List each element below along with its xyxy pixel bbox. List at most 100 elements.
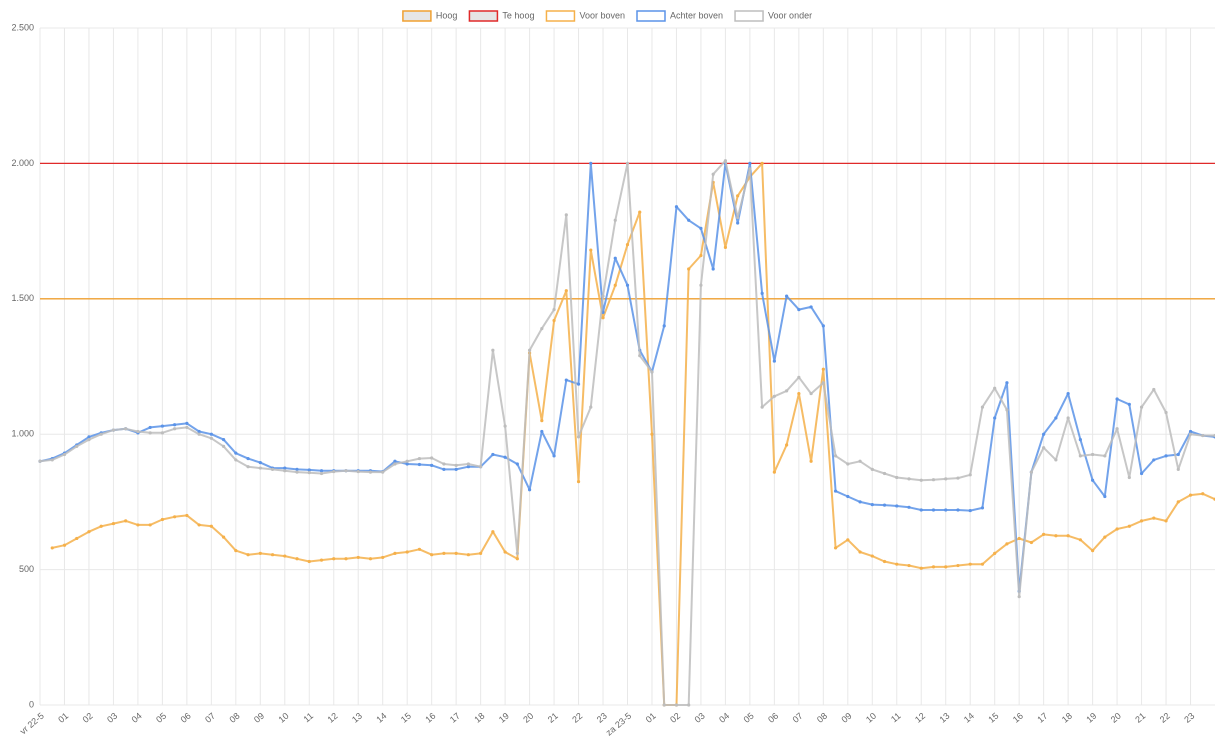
- point: [748, 161, 752, 165]
- point: [589, 248, 593, 252]
- point: [968, 562, 972, 566]
- x-tick-label: 01: [56, 711, 70, 725]
- point: [1201, 433, 1205, 438]
- point: [564, 213, 568, 217]
- point: [405, 459, 409, 463]
- point: [1176, 467, 1180, 472]
- point: [99, 432, 103, 436]
- point: [417, 547, 422, 551]
- point: [356, 555, 360, 560]
- point: [944, 508, 948, 512]
- point: [1152, 516, 1156, 520]
- point: [344, 557, 348, 561]
- x-tick-label: 02: [668, 711, 682, 725]
- point: [1091, 452, 1095, 457]
- x-tick-label: za 23-5: [604, 711, 633, 737]
- x-tick-label: 17: [448, 711, 462, 725]
- point: [576, 479, 581, 484]
- point: [479, 551, 483, 555]
- point: [136, 523, 140, 527]
- y-tick-label: 0: [29, 699, 34, 709]
- point: [625, 243, 630, 247]
- x-tick-label: 23: [1182, 711, 1196, 725]
- point: [1188, 493, 1193, 497]
- point: [1188, 429, 1193, 434]
- x-tick-label: 03: [693, 711, 707, 725]
- point: [197, 429, 201, 434]
- point: [430, 553, 434, 557]
- x-tick-label: 07: [203, 711, 217, 725]
- point: [344, 469, 348, 473]
- point: [417, 462, 422, 467]
- point: [527, 348, 532, 352]
- x-tick-label: 04: [130, 711, 144, 725]
- x-tick-label: 21: [546, 711, 560, 725]
- point: [1066, 534, 1070, 538]
- point: [1152, 458, 1156, 462]
- point: [454, 463, 458, 467]
- point: [515, 557, 519, 561]
- point: [576, 382, 581, 386]
- x-tick-label: 07: [791, 711, 805, 725]
- point: [1029, 540, 1034, 545]
- x-tick-label: 10: [864, 711, 878, 725]
- x-tick-label: 16: [423, 711, 437, 725]
- point: [797, 391, 801, 396]
- point: [283, 554, 287, 558]
- point: [858, 550, 862, 554]
- point: [1066, 391, 1070, 396]
- point: [1152, 387, 1156, 392]
- point: [491, 530, 495, 534]
- point: [833, 489, 838, 493]
- point: [185, 421, 189, 425]
- point: [723, 159, 728, 163]
- point: [1078, 438, 1082, 442]
- point: [38, 459, 42, 463]
- point: [148, 523, 152, 527]
- point: [75, 536, 79, 541]
- point: [430, 456, 434, 460]
- point: [307, 468, 311, 472]
- point: [221, 444, 226, 448]
- point: [1042, 446, 1046, 450]
- point: [442, 462, 446, 466]
- point: [993, 416, 997, 420]
- point: [699, 283, 703, 287]
- point: [99, 524, 103, 528]
- point: [944, 565, 948, 569]
- point: [650, 432, 654, 436]
- point: [552, 308, 556, 312]
- x-tick-label: 06: [766, 711, 780, 725]
- point: [1164, 454, 1168, 458]
- point: [1103, 535, 1107, 539]
- point: [87, 530, 91, 534]
- x-tick-label: 18: [472, 711, 486, 725]
- point: [870, 467, 874, 472]
- point: [295, 467, 299, 472]
- point: [870, 503, 874, 507]
- point: [1005, 542, 1009, 546]
- x-tick-label: 06: [179, 711, 193, 725]
- point: [209, 432, 213, 436]
- point: [772, 394, 776, 398]
- point: [209, 524, 213, 528]
- point: [809, 391, 813, 396]
- point: [723, 245, 728, 249]
- point: [736, 194, 740, 198]
- point: [821, 367, 825, 371]
- point: [148, 425, 152, 430]
- x-tick-label: 12: [913, 711, 927, 725]
- legend-swatch: [468, 10, 499, 22]
- point: [479, 465, 483, 469]
- point: [246, 456, 250, 461]
- point: [882, 503, 887, 507]
- point: [50, 458, 54, 462]
- point: [173, 427, 177, 431]
- point: [283, 469, 287, 473]
- point: [638, 210, 642, 214]
- point: [687, 218, 691, 222]
- point: [797, 375, 801, 379]
- x-tick-label: 19: [497, 711, 511, 725]
